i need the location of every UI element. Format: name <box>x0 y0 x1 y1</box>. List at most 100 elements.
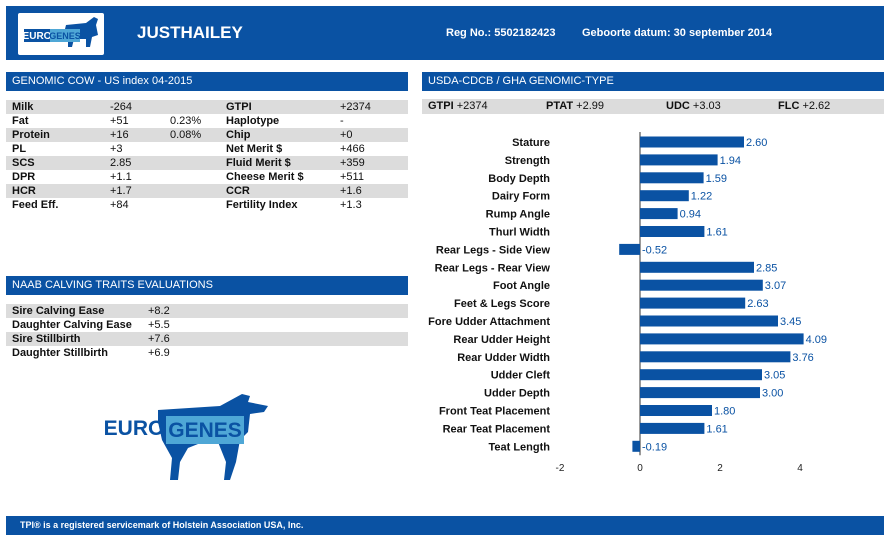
genomic-label: PL <box>12 143 27 155</box>
genomic-label: DPR <box>12 171 36 183</box>
genomic-value-2: +0 <box>340 129 353 141</box>
calving-label: Daughter Calving Ease <box>12 319 132 331</box>
chart-category-label: Udder Cleft <box>491 370 551 382</box>
chart-category-label: Fore Udder Attachment <box>428 316 550 328</box>
chart-bar <box>640 387 760 399</box>
flc-value: +2.62 <box>802 100 831 112</box>
chart-bar <box>640 226 705 237</box>
genomic-row: PL +3 Net Merit $ +466 <box>6 142 408 156</box>
genomic-section-title: GENOMIC COW - US index 04-2015 <box>6 72 408 91</box>
genomic-value: +84 <box>110 199 129 211</box>
calving-row: Daughter Calving Ease +5.5 <box>6 318 408 332</box>
gtpi-label: GTPI <box>428 100 454 112</box>
genomic-row: DPR +1.1 Cheese Merit $ +511 <box>6 170 408 184</box>
genomic-label-2: Fluid Merit $ <box>226 157 291 169</box>
chart-x-tick: 2 <box>717 463 723 474</box>
calving-value: +6.9 <box>148 347 170 359</box>
chart-value-label: -0.52 <box>642 244 667 256</box>
calving-row: Sire Stillbirth +7.6 <box>6 332 408 346</box>
chart-bar <box>632 440 640 452</box>
chart-bar <box>640 279 763 291</box>
calving-value: +5.5 <box>148 319 170 331</box>
genomic-label-2: Haplotype <box>226 115 280 127</box>
genomic-value: +16 <box>110 129 129 141</box>
genomic-percent: 0.08% <box>170 129 202 141</box>
chart-bar <box>619 243 640 255</box>
chart-category-label: Strength <box>505 155 551 167</box>
genomic-label: Fat <box>12 115 29 127</box>
chart-category-label: Udder Depth <box>484 388 550 400</box>
calving-value: +7.6 <box>148 333 170 345</box>
genomic-row: Protein +16 0.08% Chip +0 <box>6 128 408 142</box>
ptat-value: +2.99 <box>576 100 604 112</box>
calving-value: +8.2 <box>148 305 170 317</box>
chart-bar <box>640 422 705 434</box>
chart-value-label: 2.63 <box>747 298 768 310</box>
chart-bar <box>640 154 718 166</box>
chart-category-label: Body Depth <box>488 173 550 185</box>
header-bar: EURO GENES JUSTHAILEY Reg No.: 550218242… <box>6 6 884 60</box>
calving-label: Sire Stillbirth <box>12 333 81 345</box>
genomic-value: -264 <box>110 101 133 113</box>
chart-value-label: 3.05 <box>764 370 785 382</box>
chart-category-label: Rear Udder Height <box>453 334 550 346</box>
chart-value-label: 3.07 <box>765 280 786 292</box>
genomic-row: Milk -264 GTPI +2374 <box>6 100 408 114</box>
chart-bar <box>640 297 746 309</box>
genomic-percent: 0.23% <box>170 115 202 127</box>
genomic-label-2: CCR <box>226 185 250 197</box>
chart-value-label: 3.00 <box>762 388 783 400</box>
chart-x-tick: 4 <box>797 463 803 474</box>
chart-value-label: 1.80 <box>714 406 735 418</box>
genomic-value-2: +1.3 <box>340 199 362 211</box>
flc-label: FLC <box>778 100 800 112</box>
chart-value-label: 1.94 <box>720 155 741 167</box>
chart-bar <box>640 172 704 184</box>
logo-small-left: EURO <box>23 31 52 42</box>
genomic-label-2: Cheese Merit $ <box>226 171 304 183</box>
cow-name: JUSTHAILEY <box>137 23 243 42</box>
genomic-row: Fat +51 0.23% Haplotype - <box>6 114 408 128</box>
chart-value-label: 2.60 <box>746 137 767 149</box>
ptat-label: PTAT <box>546 100 574 112</box>
genomic-value: 2.85 <box>110 157 132 169</box>
chart-bar <box>640 333 804 345</box>
eurogenes-logo-small: EURO GENES <box>18 13 104 55</box>
genomic-row: SCS 2.85 Fluid Merit $ +359 <box>6 156 408 170</box>
chart-category-label: Rear Teat Placement <box>443 423 551 435</box>
chart-category-label: Foot Angle <box>493 280 550 292</box>
type-section-title: USDA-CDCB / GHA GENOMIC-TYPE <box>422 72 884 91</box>
chart-value-label: 3.76 <box>792 352 813 364</box>
chart-value-label: 0.94 <box>680 209 701 221</box>
chart-value-label: 1.61 <box>706 423 727 435</box>
chart-x-tick: -2 <box>556 463 565 474</box>
calving-row: Daughter Stillbirth +6.9 <box>6 346 408 360</box>
logo-small-right: GENES <box>49 31 81 41</box>
genomic-value-2: +466 <box>340 143 365 155</box>
chart-category-label: Feet & Legs Score <box>454 298 550 310</box>
chart-category-label: Front Teat Placement <box>439 406 550 418</box>
chart-category-label: Dairy Form <box>492 191 550 203</box>
udc-value: +3.03 <box>692 100 721 112</box>
genomic-label: Protein <box>12 129 50 141</box>
genomic-label: SCS <box>12 157 35 169</box>
genomic-label-2: Fertility Index <box>226 199 298 211</box>
chart-category-label: Rear Udder Width <box>457 352 550 364</box>
eurogenes-logo-large: EURO GENES <box>100 392 280 482</box>
chart-category-label: Thurl Width <box>489 227 550 239</box>
logo-large-right: GENES <box>168 419 242 442</box>
genomic-row: Feed Eff. +84 Fertility Index +1.3 <box>6 198 408 212</box>
genomic-label-2: Chip <box>226 129 251 141</box>
genomic-value-2: +2374 <box>340 101 371 113</box>
genomic-row: HCR +1.7 CCR +1.6 <box>6 184 408 198</box>
calving-label: Sire Calving Ease <box>12 305 105 317</box>
chart-category-label: Teat Length <box>488 441 550 453</box>
chart-value-label: 1.61 <box>706 227 727 239</box>
chart-value-label: -0.19 <box>642 441 667 453</box>
udc-label: UDC <box>666 100 690 112</box>
chart-bar <box>640 315 778 327</box>
chart-bar <box>640 136 744 148</box>
calving-row: Sire Calving Ease +8.2 <box>6 304 408 318</box>
genomic-label: HCR <box>12 185 36 197</box>
chart-bar <box>640 405 712 416</box>
